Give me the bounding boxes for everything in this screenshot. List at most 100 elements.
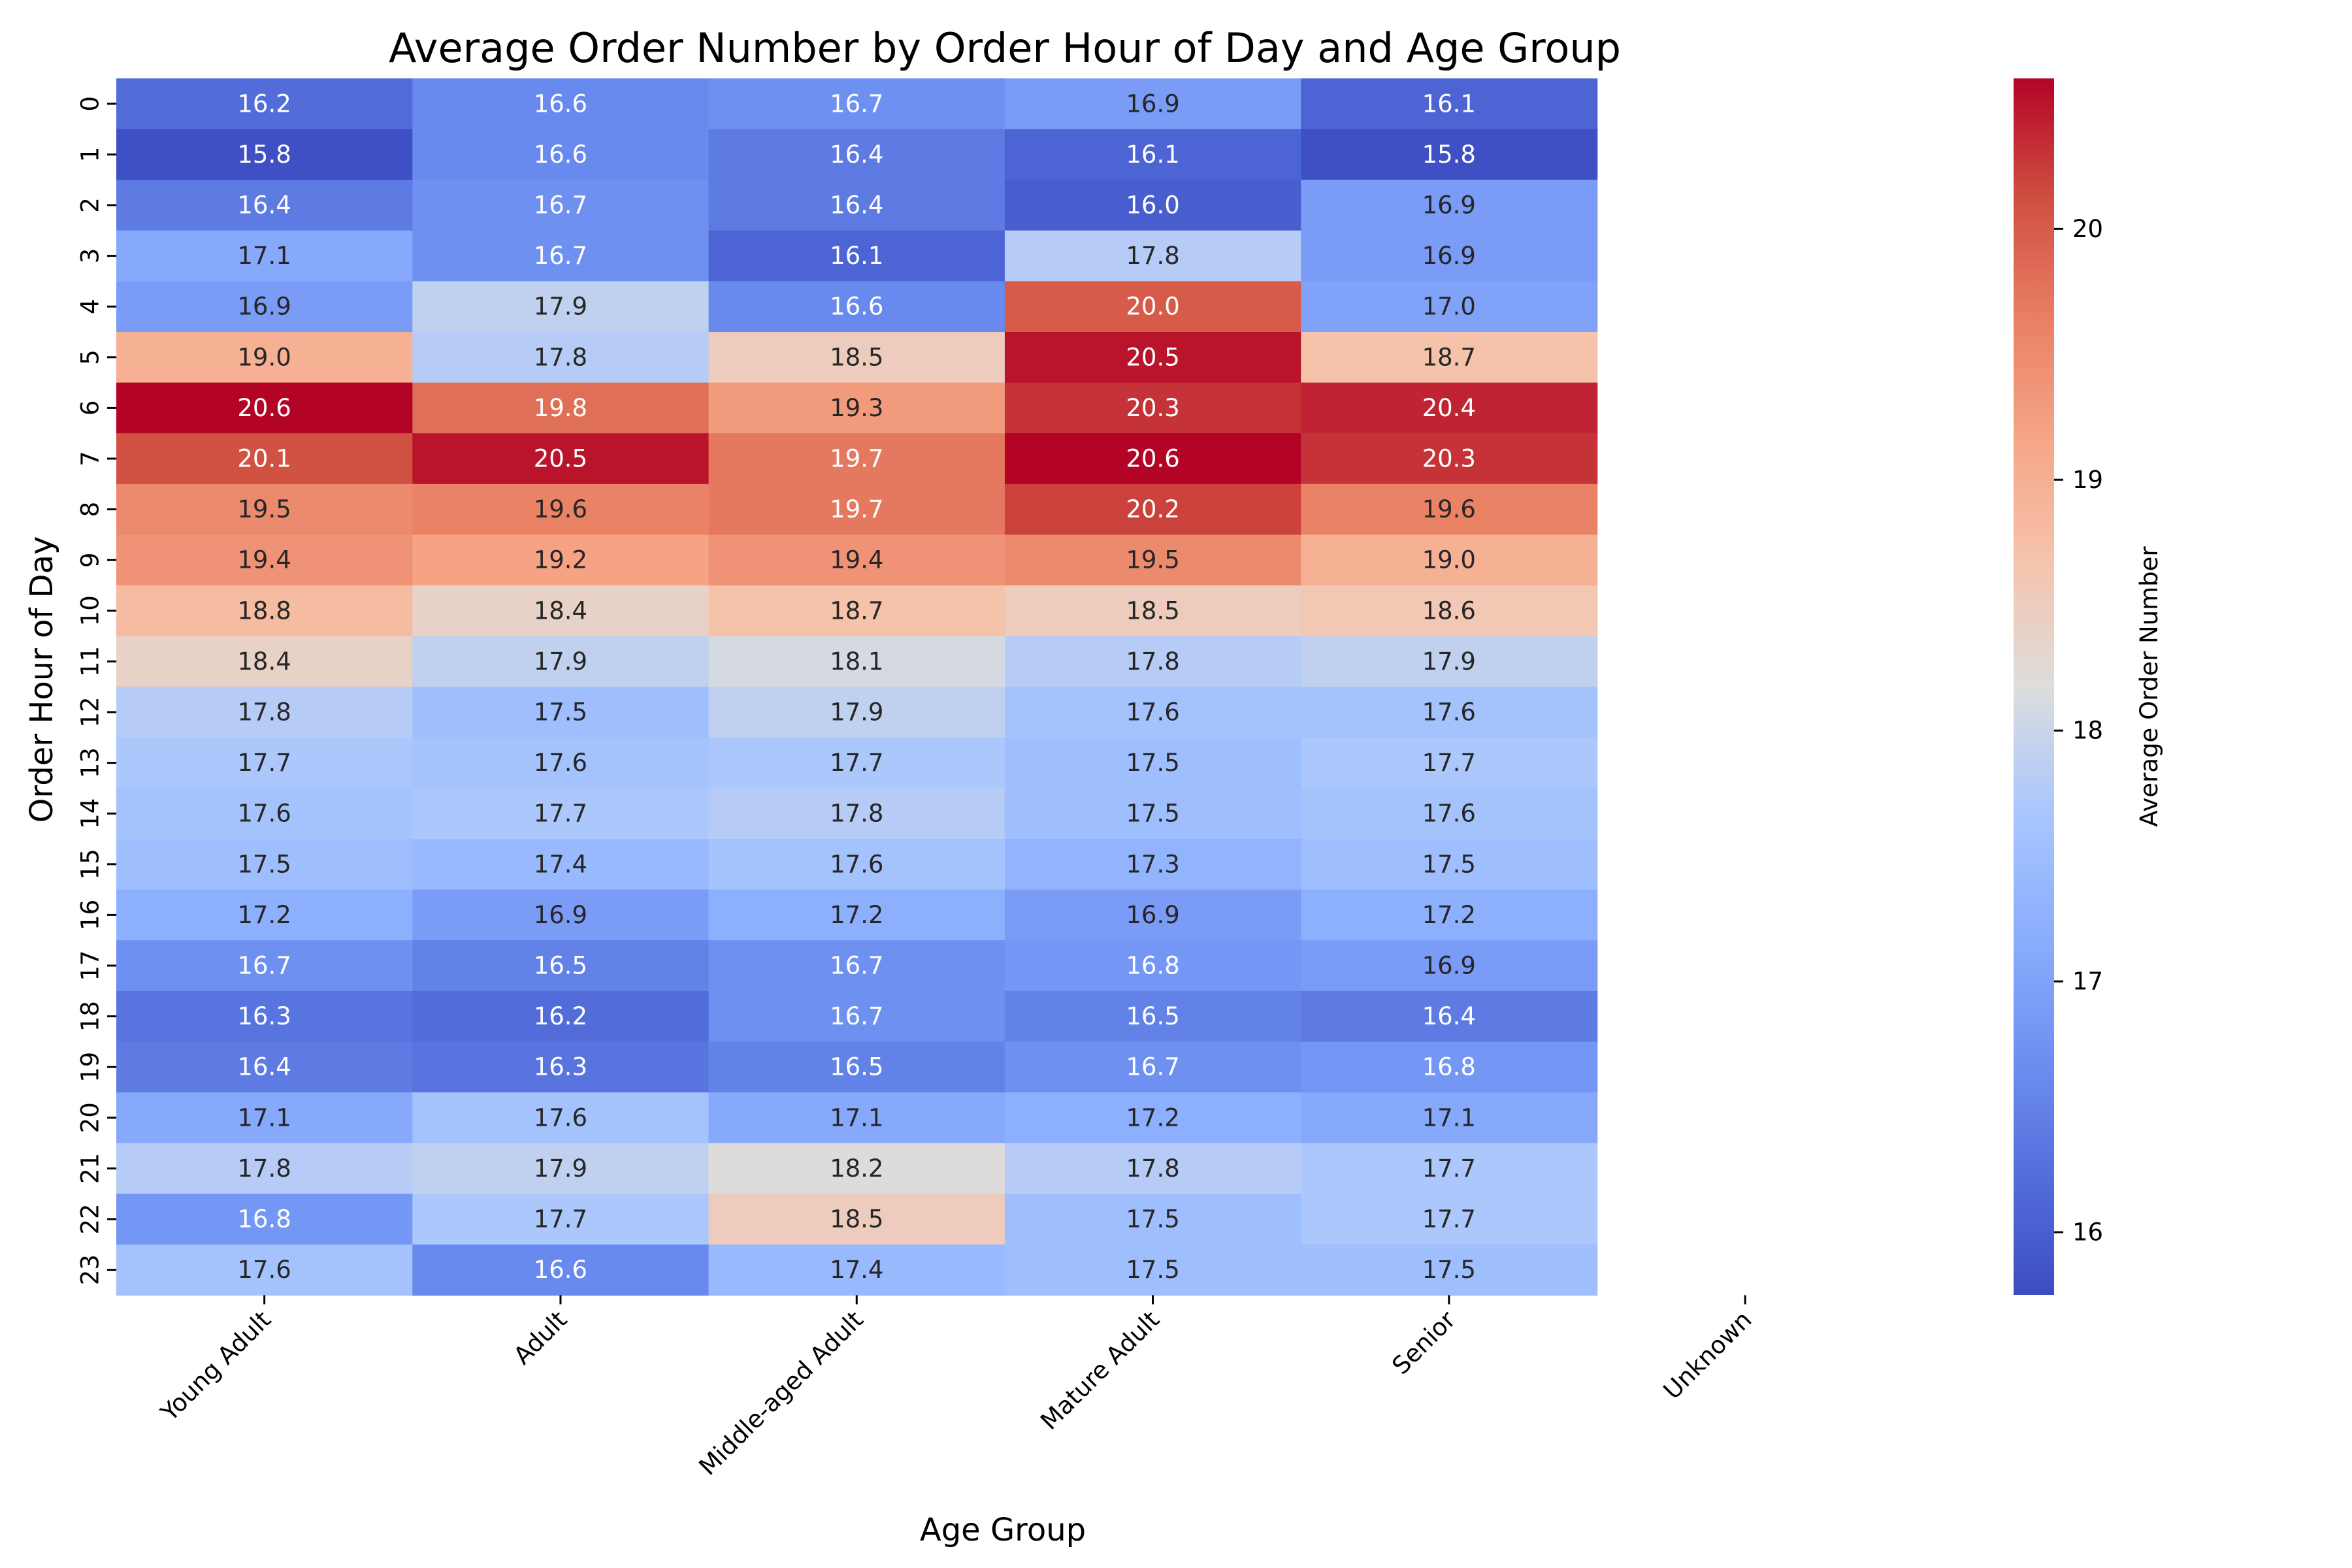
- cell-value-label: 19.2: [534, 546, 587, 574]
- y-tick-label: 4: [76, 299, 105, 314]
- heatmap-cell: [116, 230, 414, 282]
- cell-value-label: 19.3: [830, 394, 883, 422]
- y-tick-label: 16: [76, 900, 105, 930]
- cell-value-label: 20.3: [1126, 394, 1179, 422]
- cell-value-label: 16.4: [1422, 1002, 1476, 1030]
- heatmap-cell: [1301, 129, 1598, 180]
- cell-value-label: 17.5: [1422, 1256, 1476, 1284]
- heatmap-cell: [1004, 281, 1301, 333]
- heatmap-cell: [1301, 788, 1598, 840]
- y-tick-label: 6: [76, 400, 105, 416]
- heatmap-cell: [1301, 687, 1598, 738]
- heatmap-cell: [116, 382, 414, 434]
- cell-value-label: 20.1: [237, 445, 291, 473]
- heatmap-cell: [708, 1143, 1005, 1194]
- colorbar-tick-label: 18: [2072, 717, 2103, 745]
- cell-value-label: 17.8: [830, 800, 883, 828]
- heatmap-cell: [116, 636, 414, 687]
- cell-value-label: 18.2: [830, 1154, 883, 1183]
- y-tick-label: 0: [76, 96, 105, 112]
- cell-value-label: 17.8: [1126, 1154, 1179, 1183]
- heatmap-cell: [116, 990, 414, 1043]
- heatmap-cell: [708, 180, 1005, 231]
- cell-value-label: 17.8: [534, 343, 587, 371]
- cell-value-label: 16.4: [830, 191, 883, 220]
- cell-value-label: 16.9: [1126, 90, 1179, 118]
- heatmap-cell: [1004, 1092, 1301, 1144]
- heatmap-cell: [708, 940, 1005, 992]
- cell-value-label: 16.1: [1422, 90, 1476, 118]
- y-tick-label: 15: [76, 849, 105, 879]
- heatmap-cell: [116, 839, 414, 890]
- heatmap-cell: [1004, 1143, 1301, 1194]
- heatmap-cell: [1301, 180, 1598, 231]
- heatmap-cell: [1301, 433, 1598, 485]
- cell-value-label: 17.2: [237, 901, 291, 929]
- heatmap-cell: [708, 1244, 1005, 1296]
- cell-value-label: 20.5: [534, 445, 587, 473]
- colorbar-tick-label: 17: [2072, 968, 2103, 996]
- cell-value-label: 17.0: [1422, 293, 1476, 321]
- heatmap-cell: [1301, 1143, 1598, 1194]
- colorbar-tick-label: 20: [2072, 215, 2103, 243]
- cell-value-label: 19.5: [237, 495, 291, 523]
- heatmap-cell: [412, 483, 710, 536]
- y-tick-label: 17: [76, 950, 105, 981]
- cell-value-label: 17.3: [1126, 850, 1179, 878]
- heatmap-cell: [1301, 1092, 1598, 1144]
- heatmap-cell: [1004, 534, 1301, 586]
- cell-value-label: 17.6: [1422, 698, 1476, 727]
- cell-value-label: 17.7: [534, 1205, 587, 1233]
- heatmap-cell: [1301, 990, 1598, 1043]
- heatmap-cell: [116, 433, 414, 485]
- heatmap-cell: [412, 1194, 710, 1245]
- heatmap-cell: [412, 382, 710, 434]
- heatmap-cell: [708, 889, 1005, 941]
- cell-value-label: 17.7: [1422, 749, 1476, 777]
- cell-value-label: 16.9: [237, 293, 291, 321]
- cell-value-label: 17.8: [237, 698, 291, 727]
- cell-value-label: 17.6: [534, 1103, 587, 1132]
- heatmap-cell: [116, 889, 414, 941]
- cell-value-label: 19.0: [1422, 546, 1476, 574]
- heatmap-cell: [1004, 788, 1301, 840]
- y-tick-label: 8: [76, 502, 105, 517]
- colorbar-ticks: 16 17 18 19 20: [2054, 215, 2103, 1247]
- heatmap-cell: [412, 687, 710, 738]
- cell-value-label: 17.5: [1126, 1205, 1179, 1233]
- cell-value-label: 16.6: [534, 140, 587, 169]
- y-tick-label: 22: [76, 1203, 105, 1234]
- heatmap-cell: [116, 687, 414, 738]
- y-tick-label: 7: [76, 451, 105, 466]
- cell-value-label: 17.8: [1126, 242, 1179, 270]
- heatmap-cell: [412, 940, 710, 992]
- cell-value-label: 18.8: [237, 596, 291, 625]
- y-tick-label: 19: [76, 1052, 105, 1083]
- heatmap-cell: [708, 382, 1005, 434]
- cell-value-label: 18.5: [830, 343, 883, 371]
- heatmap-cell: [116, 332, 414, 384]
- cell-value-label: 17.8: [237, 1154, 291, 1183]
- cell-value-label: 17.9: [534, 1154, 587, 1183]
- cell-value-label: 19.7: [830, 495, 883, 523]
- cell-value-label: 16.7: [237, 952, 291, 980]
- heatmap-cell: [412, 839, 710, 890]
- x-tick-label: Middle-aged Adult: [694, 1305, 869, 1480]
- cell-value-label: 20.3: [1422, 445, 1476, 473]
- heatmap-cell: [116, 940, 414, 992]
- cell-value-label: 20.5: [1126, 343, 1179, 371]
- cell-value-label: 16.7: [830, 1002, 883, 1030]
- y-tick-label: 18: [76, 1001, 105, 1032]
- cell-value-label: 16.7: [534, 191, 587, 220]
- cell-value-label: 16.9: [1422, 242, 1476, 270]
- cell-value-label: 20.4: [1422, 394, 1476, 422]
- heatmap-cell: [412, 636, 710, 687]
- cell-value-label: 19.0: [237, 343, 291, 371]
- heatmap-cell: [116, 1041, 414, 1093]
- cell-value-label: 16.2: [237, 90, 291, 118]
- cell-value-label: 16.6: [534, 1256, 587, 1284]
- cell-value-label: 16.9: [534, 901, 587, 929]
- cell-value-label: 16.7: [534, 242, 587, 270]
- heatmap-cell: [708, 78, 1005, 130]
